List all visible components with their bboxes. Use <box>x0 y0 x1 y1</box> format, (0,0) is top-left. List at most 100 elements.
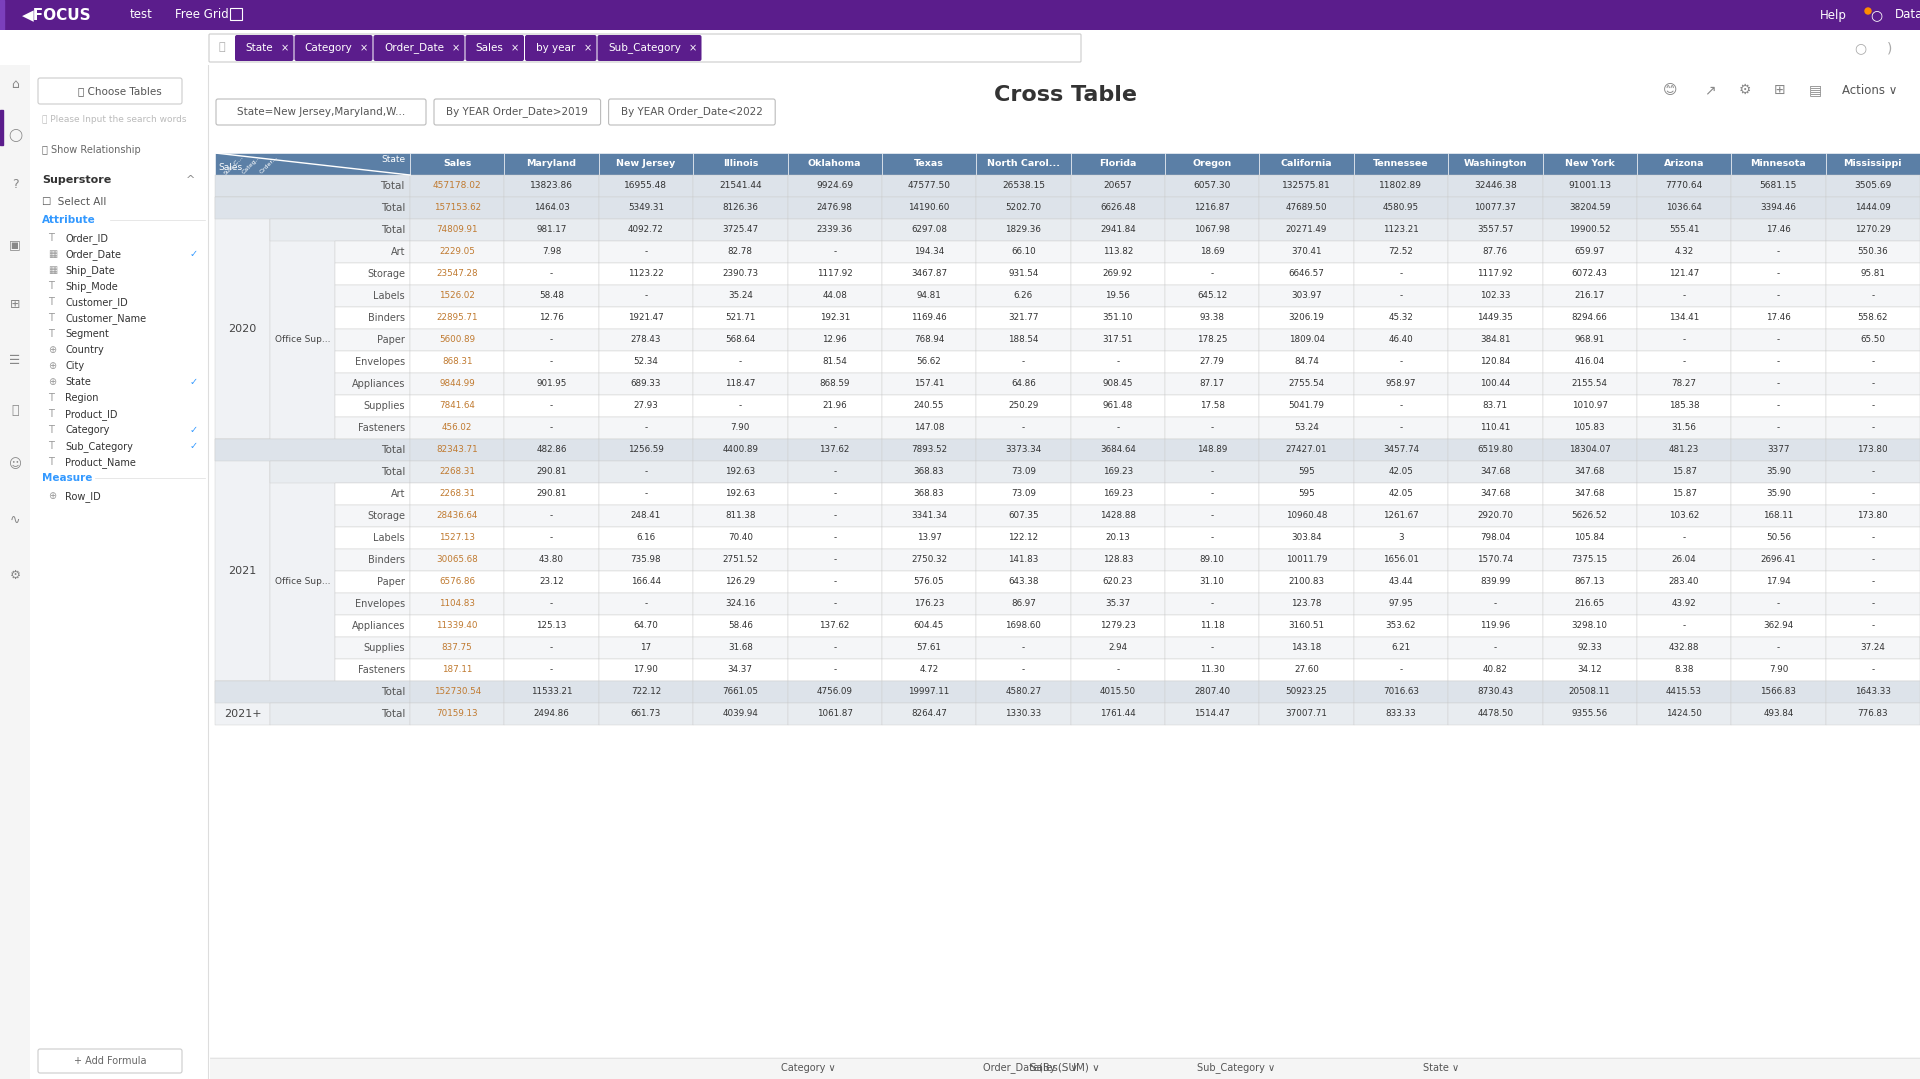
Bar <box>215 439 271 681</box>
Bar <box>1260 615 1354 637</box>
Bar <box>1165 395 1260 416</box>
Text: ☰: ☰ <box>10 354 21 367</box>
Text: 23.12: 23.12 <box>540 577 564 587</box>
Text: ✓: ✓ <box>190 441 198 451</box>
Text: 87.76: 87.76 <box>1482 247 1507 257</box>
Text: -: - <box>1682 291 1686 300</box>
Text: -: - <box>1776 270 1780 278</box>
Bar <box>975 241 1071 263</box>
Text: North Carol...: North Carol... <box>987 160 1060 168</box>
Bar <box>1260 439 1354 461</box>
Text: -: - <box>645 247 647 257</box>
Text: 2021: 2021 <box>228 566 257 576</box>
Bar <box>1826 593 1920 615</box>
Text: 3160.51: 3160.51 <box>1288 622 1325 630</box>
Bar <box>1826 461 1920 483</box>
Text: ▤: ▤ <box>1809 83 1822 97</box>
Text: 3377: 3377 <box>1766 446 1789 454</box>
Bar <box>1354 263 1448 285</box>
Text: 83.71: 83.71 <box>1482 401 1507 410</box>
Text: 353.62: 353.62 <box>1386 622 1417 630</box>
Text: -: - <box>1212 270 1213 278</box>
Bar <box>1542 483 1638 505</box>
Text: 317.51: 317.51 <box>1102 336 1133 344</box>
FancyBboxPatch shape <box>597 35 701 62</box>
Bar <box>334 659 411 681</box>
Text: New Jersey: New Jersey <box>616 160 676 168</box>
Text: Help: Help <box>1820 9 1847 22</box>
Text: 192.31: 192.31 <box>820 314 851 323</box>
Bar <box>505 241 599 263</box>
Bar <box>1542 285 1638 308</box>
Bar <box>1732 681 1826 704</box>
Bar <box>975 439 1071 461</box>
Text: Order...: Order... <box>259 155 278 175</box>
Bar <box>1260 308 1354 329</box>
Text: -: - <box>549 401 553 410</box>
Text: 1526.02: 1526.02 <box>440 291 474 300</box>
Bar <box>1260 241 1354 263</box>
Bar <box>975 593 1071 615</box>
Bar <box>1071 704 1165 725</box>
Bar <box>505 527 599 549</box>
Bar <box>505 637 599 659</box>
Text: -: - <box>645 600 647 609</box>
Text: 17.46: 17.46 <box>1766 226 1791 234</box>
Text: State: State <box>380 155 405 164</box>
Text: 432.88: 432.88 <box>1668 643 1699 653</box>
FancyBboxPatch shape <box>524 35 597 62</box>
Text: 187.11: 187.11 <box>442 666 472 674</box>
Bar <box>693 615 787 637</box>
Text: Sub_Category ∨: Sub_Category ∨ <box>1196 1063 1275 1074</box>
Text: ☺: ☺ <box>8 459 21 472</box>
Bar <box>1448 637 1542 659</box>
Text: -: - <box>549 600 553 609</box>
Text: Category: Category <box>305 43 353 53</box>
Bar <box>411 175 505 197</box>
Text: -: - <box>833 467 837 477</box>
Text: 194.34: 194.34 <box>914 247 945 257</box>
Text: 31.10: 31.10 <box>1200 577 1225 587</box>
Bar <box>881 659 975 681</box>
Text: 6057.30: 6057.30 <box>1194 181 1231 191</box>
Bar <box>1542 263 1638 285</box>
Bar <box>411 285 505 308</box>
Bar <box>1638 329 1732 351</box>
Bar <box>1354 615 1448 637</box>
Text: Supplies: Supplies <box>363 401 405 411</box>
Bar <box>1448 659 1542 681</box>
Text: Paper: Paper <box>376 577 405 587</box>
Bar <box>1165 285 1260 308</box>
Text: Storage: Storage <box>367 511 405 521</box>
Bar <box>1638 175 1732 197</box>
Text: Sales(SUM) ∨: Sales(SUM) ∨ <box>1031 1063 1100 1073</box>
Bar <box>787 351 881 373</box>
Bar <box>1732 593 1826 615</box>
Text: 37.24: 37.24 <box>1860 643 1885 653</box>
Text: 481.23: 481.23 <box>1668 446 1699 454</box>
Bar <box>599 571 693 593</box>
Bar <box>975 527 1071 549</box>
Bar <box>787 527 881 549</box>
Bar <box>1732 483 1826 505</box>
FancyBboxPatch shape <box>38 1049 182 1073</box>
Bar <box>411 461 505 483</box>
Text: 6.21: 6.21 <box>1392 643 1411 653</box>
Text: -: - <box>1776 357 1780 367</box>
Text: 97.95: 97.95 <box>1388 600 1413 609</box>
Text: 283.40: 283.40 <box>1668 577 1699 587</box>
Bar <box>271 219 334 439</box>
Text: 74809.91: 74809.91 <box>436 226 478 234</box>
Text: Fasteners: Fasteners <box>357 665 405 675</box>
Bar <box>1071 527 1165 549</box>
Text: T: T <box>48 425 54 435</box>
Text: -: - <box>1116 666 1119 674</box>
Text: 21.96: 21.96 <box>822 401 847 410</box>
Text: 17: 17 <box>641 643 651 653</box>
Text: 84.74: 84.74 <box>1294 357 1319 367</box>
Text: 482.86: 482.86 <box>536 446 566 454</box>
Text: Tennessee: Tennessee <box>1373 160 1428 168</box>
Bar <box>505 571 599 593</box>
Bar <box>1732 615 1826 637</box>
Text: Sales: Sales <box>476 43 503 53</box>
